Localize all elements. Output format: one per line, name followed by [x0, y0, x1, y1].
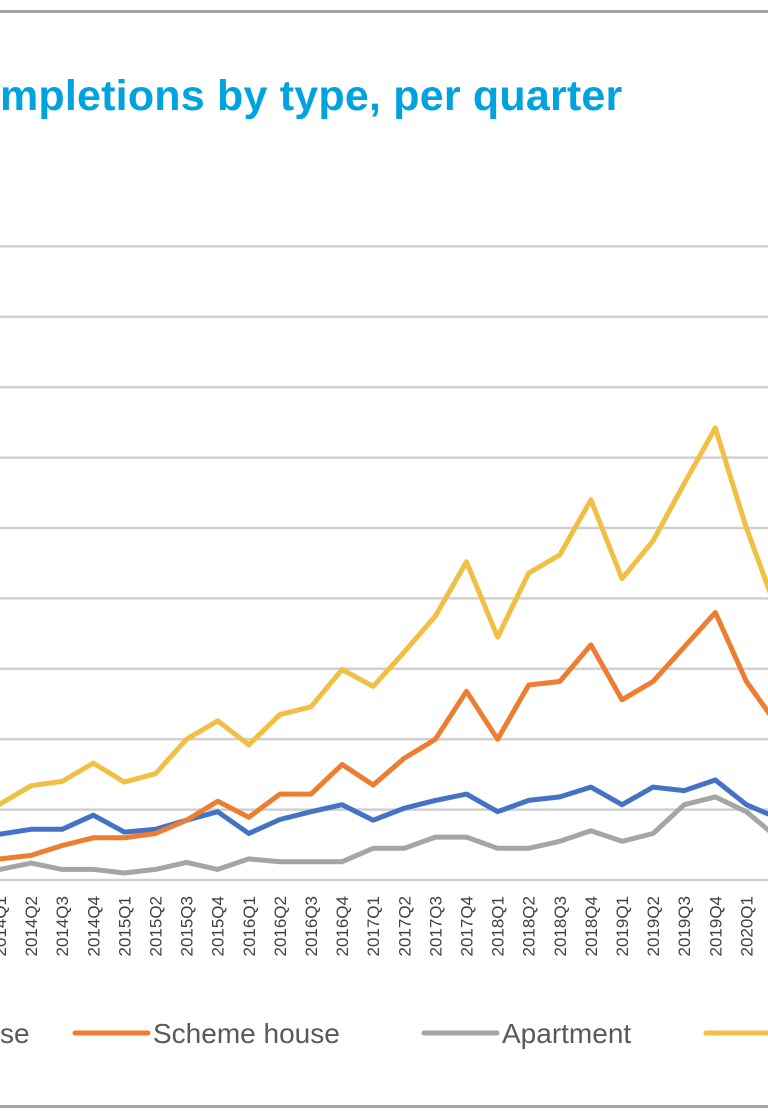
x-tick-label: 2017Q3 [426, 896, 445, 957]
chart-title: mpletions by type, per quarter [0, 72, 623, 120]
series-line-1 [0, 610, 768, 862]
series-line-2 [0, 794, 768, 876]
x-tick-label: 2015Q4 [209, 896, 228, 957]
frame-bottom-border [0, 1105, 768, 1108]
x-tick-label: 2018Q1 [489, 896, 508, 957]
series-lines [0, 425, 768, 876]
x-tick-label: 2015Q3 [178, 896, 197, 957]
legend-label-1: Scheme house [153, 1018, 340, 1049]
x-tick-label: 2014Q4 [84, 896, 103, 957]
x-tick-label: 2016Q1 [240, 896, 259, 957]
frame-top-border [0, 10, 768, 13]
x-tick-label: 2016Q4 [333, 896, 352, 957]
legend-label-0: se [0, 1018, 30, 1049]
x-tick-label: 2016Q3 [302, 896, 321, 957]
x-tick-label: 2019Q3 [675, 896, 694, 957]
x-tick-label: 2020Q1 [737, 896, 756, 957]
x-tick-label: 2017Q1 [364, 896, 383, 957]
x-tick-label: 2018Q2 [520, 896, 539, 957]
x-tick-label: 2014Q1 [0, 896, 10, 957]
x-tick-label: 2018Q3 [551, 896, 570, 957]
x-tick-label: 2016Q2 [271, 896, 290, 957]
x-tick-label: 2014Q2 [22, 896, 41, 957]
x-tick-label: 2019Q4 [706, 896, 725, 957]
gridlines [0, 245, 768, 882]
series-line-0 [0, 777, 768, 837]
x-tick-label: 2015Q1 [115, 896, 134, 957]
x-tick-label: 2014Q3 [53, 896, 72, 957]
x-tick-label: 2019Q2 [644, 896, 663, 957]
x-tick-label: 2015Q2 [147, 896, 166, 957]
series-line-3 [0, 425, 768, 807]
x-tick-label: 2017Q4 [458, 896, 477, 957]
x-axis-tick-labels: 2014Q1 2014Q2 2014Q3 2014Q4 2015Q1 2015Q2 2015… [0, 896, 756, 957]
legend: se Scheme house Apartment [0, 1018, 768, 1049]
x-tick-label: 2019Q1 [613, 896, 632, 957]
legend-label-2: Apartment [502, 1018, 631, 1049]
x-tick-label: 2017Q2 [395, 896, 414, 957]
x-tick-label: 2018Q4 [582, 896, 601, 957]
